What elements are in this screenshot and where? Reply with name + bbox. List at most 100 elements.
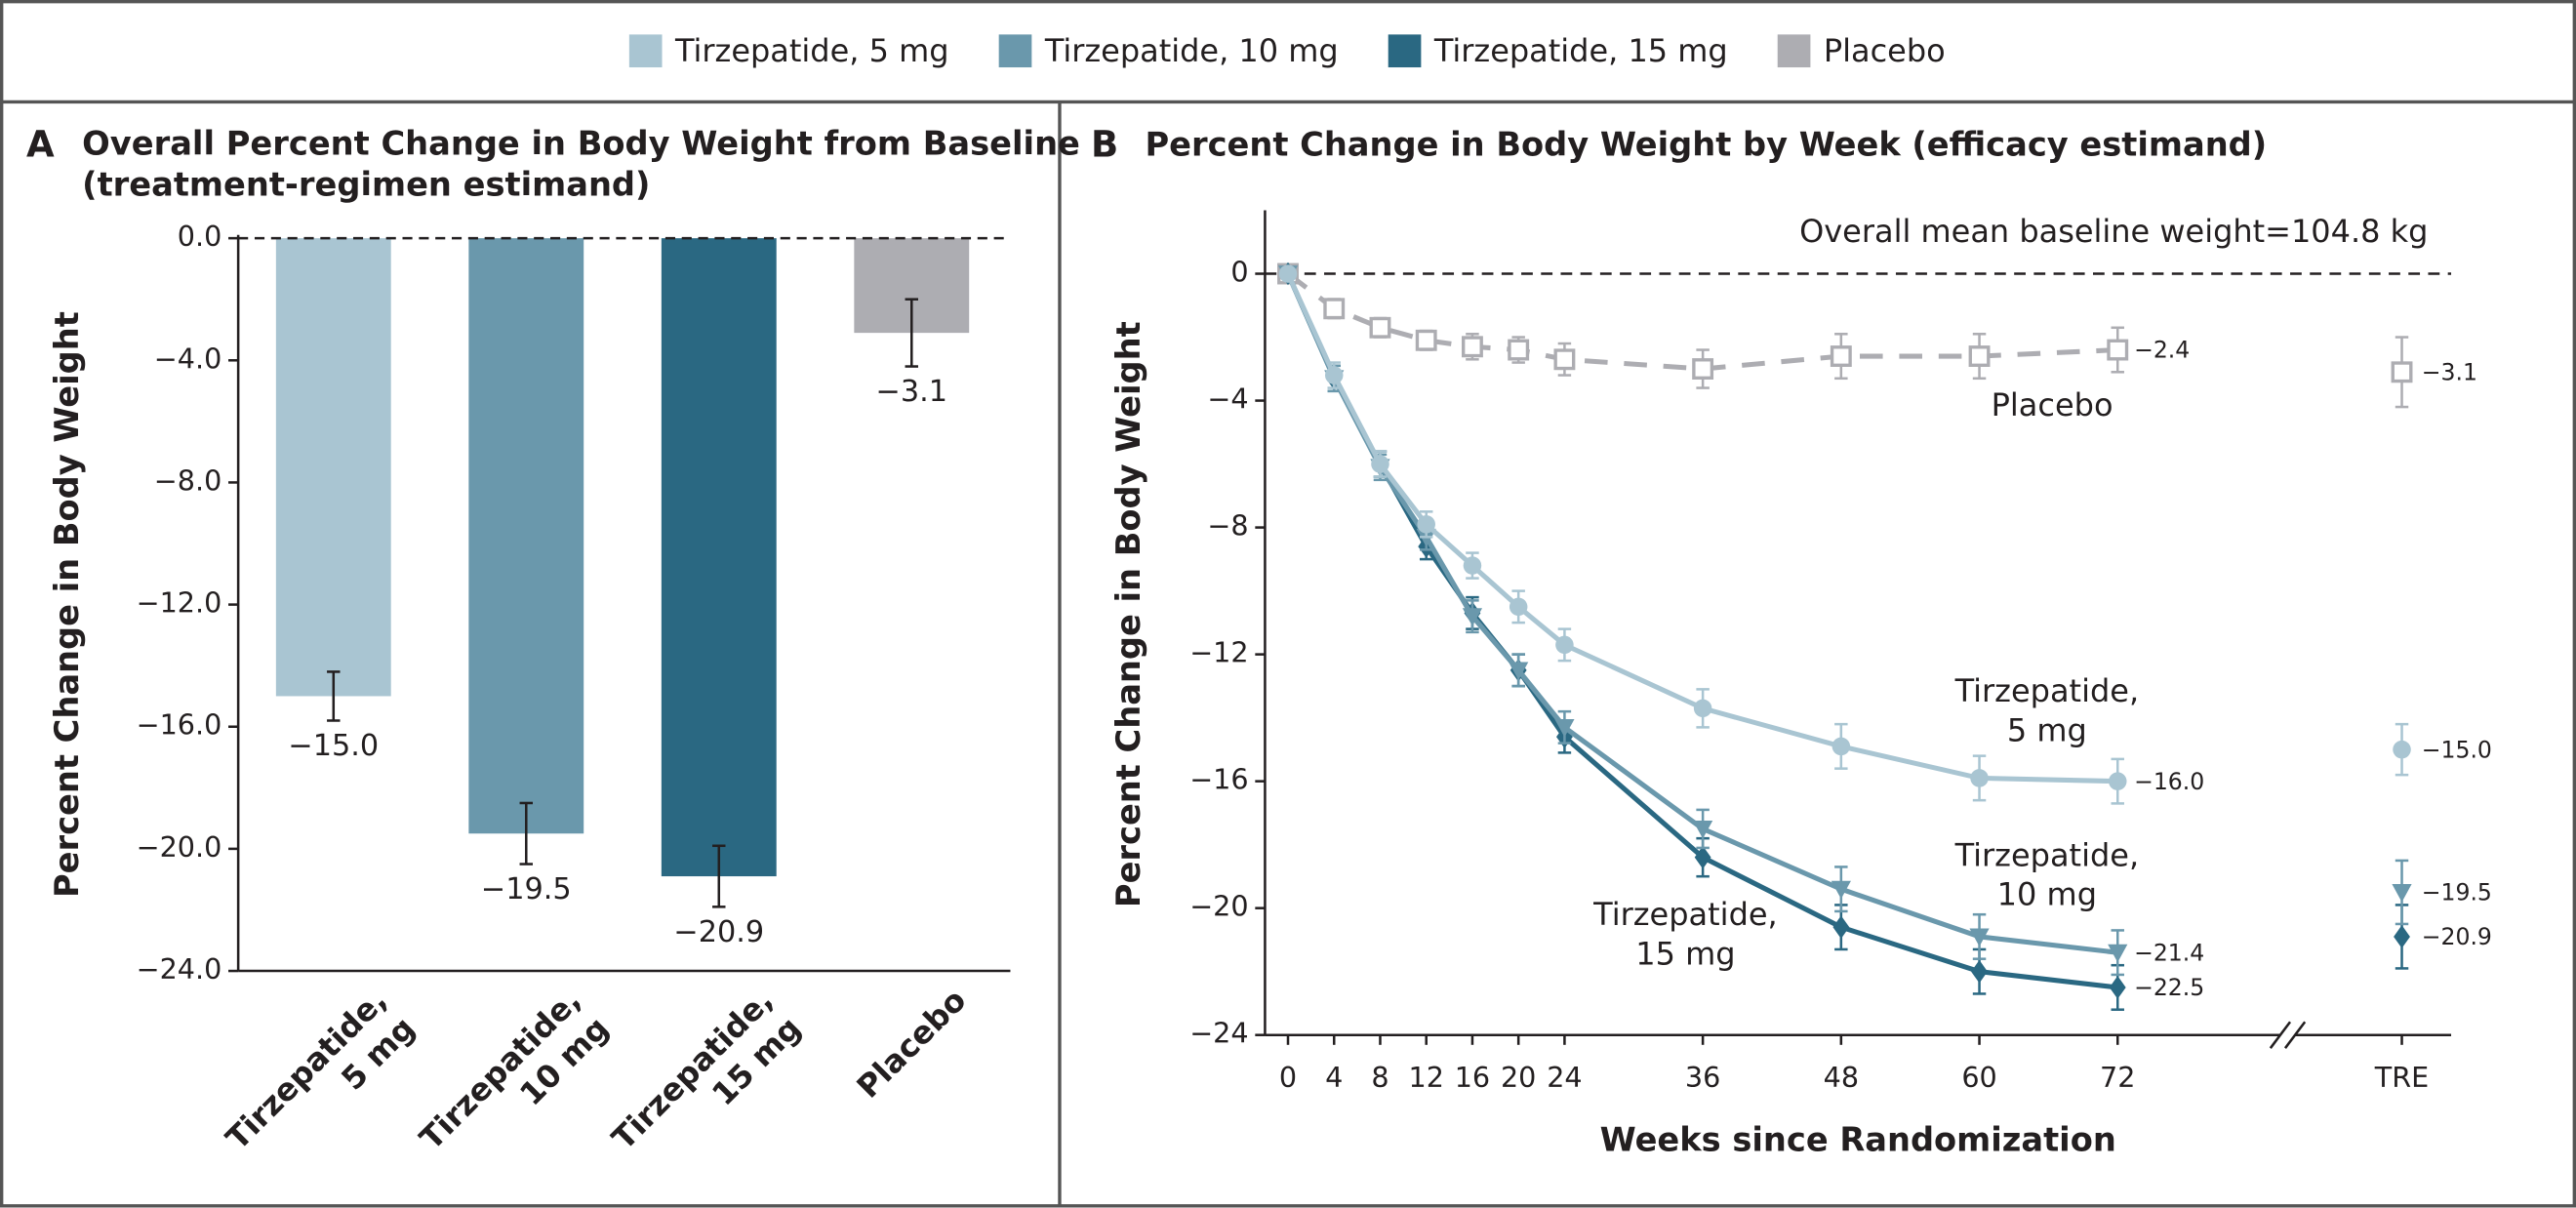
- legend-swatch: [1777, 34, 1811, 68]
- data-point: [1323, 298, 1346, 320]
- tre-label: −19.5: [2422, 879, 2492, 906]
- y-tick-label: −16.0: [137, 708, 222, 742]
- data-point: [1462, 608, 1483, 626]
- bar: [468, 238, 584, 834]
- series-label: Placebo: [1991, 387, 2113, 424]
- y-tick-label: 0.0: [178, 220, 221, 253]
- legend-label: Tirzepatide, 5 mg: [674, 32, 949, 69]
- tre-point: [2394, 925, 2410, 948]
- legend-label: Placebo: [1824, 32, 1946, 69]
- data-point: [1415, 329, 1437, 351]
- data-point: [1831, 880, 1851, 900]
- series-label: Tirzepatide, 5 mg: [1954, 673, 2140, 749]
- error-bar: [712, 844, 726, 908]
- legend-swatch: [998, 34, 1032, 68]
- data-point: [1692, 358, 1714, 380]
- error-bar: [519, 801, 534, 866]
- data-point: [2109, 976, 2126, 999]
- data-point: [1553, 348, 1576, 371]
- x-tick-label: 4: [1325, 1061, 1343, 1094]
- data-point: [1971, 959, 1988, 984]
- y-tick-label: 0: [1230, 256, 1248, 289]
- data-point: [1509, 662, 1529, 680]
- x-tick-label: 20: [1501, 1061, 1536, 1094]
- y-axis-label: Percent Change in Body Weight: [48, 311, 86, 898]
- x-tick-label: 36: [1685, 1061, 1720, 1094]
- bar: [661, 238, 777, 877]
- legend-label: Tirzepatide, 15 mg: [1433, 32, 1728, 69]
- data-point: [2108, 772, 2127, 790]
- data-point: [1969, 928, 1990, 947]
- data-point: [1830, 345, 1852, 367]
- data-point: [1417, 515, 1435, 534]
- y-tick-label: −24.0: [137, 952, 222, 986]
- chart-title: Percent Change in Body Weight by Week (e…: [1146, 125, 2268, 163]
- data-point: [1278, 264, 1298, 283]
- tre-label: −15.0: [2422, 736, 2492, 763]
- x-tick-label: 12: [1409, 1061, 1444, 1094]
- error-bar: [905, 298, 919, 368]
- tre-point: [2392, 884, 2412, 903]
- data-point: [1509, 597, 1528, 617]
- data-point: [1832, 915, 1850, 939]
- data-point: [1508, 339, 1530, 361]
- series-label: Tirzepatide, 10 mg: [1954, 837, 2140, 913]
- x-tick-label: TRE: [2374, 1061, 2429, 1094]
- legend-swatch: [628, 34, 663, 68]
- panel-label: B: [1091, 123, 1118, 165]
- y-tick-label: −4: [1207, 383, 1248, 416]
- value-label: −20.9: [673, 915, 764, 949]
- end-label: −2.4: [2134, 337, 2190, 364]
- value-label: −3.1: [875, 375, 947, 409]
- y-tick-label: −12.0: [137, 586, 222, 620]
- panel-label: A: [26, 123, 55, 165]
- y-axis-label: Percent Change in Body Weight: [1109, 321, 1147, 907]
- data-point: [1554, 718, 1575, 738]
- tre-point: [2391, 361, 2413, 383]
- y-tick-label: −8.0: [154, 463, 221, 497]
- data-point: [1324, 366, 1344, 384]
- y-tick-label: −8: [1207, 509, 1248, 543]
- legend-label: Tirzepatide, 10 mg: [1044, 32, 1339, 69]
- x-tick-label: 24: [1547, 1061, 1582, 1094]
- tre-point: [2393, 740, 2411, 759]
- tre-label: −20.9: [2422, 923, 2492, 950]
- data-point: [1831, 737, 1851, 756]
- x-axis-label: Weeks since Randomization: [1600, 1121, 2116, 1159]
- data-point: [2108, 944, 2128, 963]
- x-tick-label: 8: [1371, 1061, 1389, 1094]
- data-point: [1463, 556, 1482, 575]
- data-point: [1555, 635, 1574, 655]
- bar: [275, 238, 391, 697]
- y-tick-label: −24: [1189, 1017, 1248, 1050]
- y-tick-label: −20: [1189, 890, 1248, 923]
- chart-title: Overall Percent Change in Body Weight fr…: [82, 123, 1080, 204]
- annotation: Overall mean baseline weight=104.8 kg: [1799, 213, 2428, 250]
- y-tick-label: −12: [1189, 636, 1248, 669]
- error-bar: [327, 670, 341, 722]
- x-tick-label: 60: [1961, 1061, 1996, 1094]
- x-tick-label: 0: [1279, 1061, 1297, 1094]
- data-point: [1693, 820, 1713, 839]
- x-tick-label: 16: [1455, 1061, 1490, 1094]
- data-point: [1371, 455, 1389, 473]
- value-label: −15.0: [288, 729, 379, 763]
- x-tick-label: 48: [1824, 1061, 1859, 1094]
- data-point: [1369, 316, 1391, 339]
- value-label: −19.5: [481, 872, 572, 906]
- data-point: [1461, 336, 1483, 358]
- tre-label: −3.1: [2422, 358, 2477, 385]
- data-point: [1970, 769, 1989, 787]
- data-point: [2107, 339, 2129, 361]
- end-label: −16.0: [2134, 768, 2204, 795]
- data-point: [1968, 345, 1991, 367]
- data-point: [1693, 699, 1712, 718]
- legend-swatch: [1388, 34, 1422, 68]
- x-tick-label: 72: [2100, 1061, 2135, 1094]
- y-tick-label: −4.0: [154, 342, 221, 375]
- series-label: Tirzepatide, 15 mg: [1593, 897, 1778, 973]
